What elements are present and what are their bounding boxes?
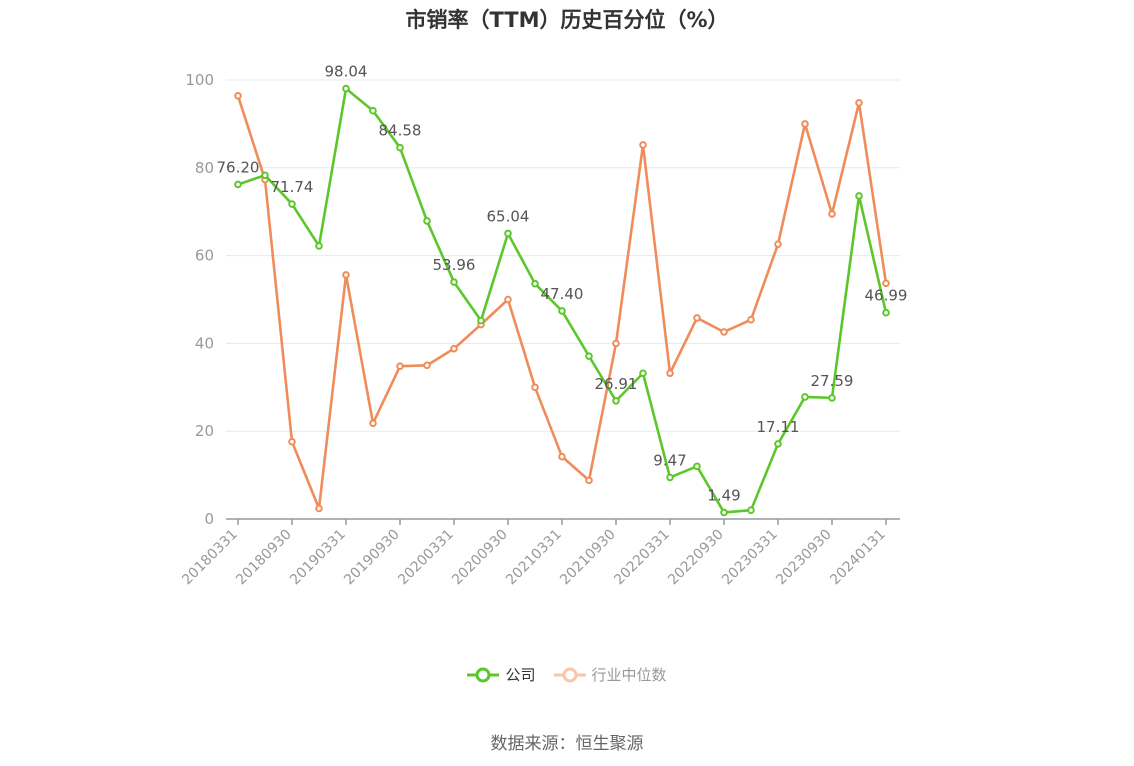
legend-item-company[interactable]: 公司 <box>467 664 536 685</box>
data-point <box>234 180 242 189</box>
data-label: 65.04 <box>487 207 530 225</box>
x-tick-label: 20200331 <box>395 527 457 589</box>
data-point <box>423 361 431 370</box>
legend-label-industry: 行业中位数 <box>591 666 667 684</box>
data-point <box>855 99 863 107</box>
data-point <box>720 328 728 336</box>
x-tick-label: 20190331 <box>287 527 349 589</box>
y-tick-label: 60 <box>195 247 214 265</box>
data-point <box>531 383 539 392</box>
data-point <box>504 295 512 304</box>
y-tick-label: 100 <box>185 71 214 89</box>
data-point <box>693 314 701 322</box>
data-point <box>666 473 674 482</box>
data-point <box>396 143 404 152</box>
data-point <box>855 192 863 200</box>
data-point <box>450 344 458 353</box>
x-tick-label: 20210930 <box>557 527 619 589</box>
data-point <box>342 84 350 93</box>
data-point <box>423 217 431 225</box>
data-point <box>747 506 755 515</box>
data-point <box>234 92 242 100</box>
data-point <box>504 229 512 238</box>
data-label: 84.58 <box>379 122 422 140</box>
data-label: 1.49 <box>707 486 740 504</box>
legend-label-company: 公司 <box>505 666 536 684</box>
data-point <box>342 271 350 279</box>
data-point <box>450 278 458 286</box>
legend-item-industry[interactable]: 行业中位数 <box>553 664 667 685</box>
data-point <box>666 369 674 378</box>
x-tick-label: 20230930 <box>773 527 835 589</box>
x-tick-label: 20220930 <box>665 527 727 589</box>
data-point <box>693 462 701 471</box>
x-tick-label: 20180930 <box>233 527 295 589</box>
x-tick-label: 20230331 <box>719 527 781 589</box>
x-tick-label: 20210331 <box>503 527 565 589</box>
x-tick-label: 20240131 <box>827 527 889 589</box>
y-tick-label: 40 <box>195 334 214 352</box>
data-point <box>585 352 593 360</box>
data-point <box>828 394 836 402</box>
data-point <box>531 279 539 288</box>
legend-line-icon <box>467 667 500 682</box>
data-point <box>315 504 323 513</box>
data-point <box>558 452 566 461</box>
legend-line-icon <box>553 667 586 682</box>
data-label: 17.11 <box>757 418 800 436</box>
data-point <box>261 171 269 180</box>
data-point <box>612 397 620 405</box>
data-point <box>612 339 620 348</box>
data-point <box>882 279 890 288</box>
data-point <box>369 106 377 115</box>
data-point <box>747 315 755 324</box>
data-point <box>369 419 377 428</box>
chart-legend: 公司 行业中位数 <box>0 664 1134 685</box>
data-label: 53.96 <box>433 256 476 274</box>
data-point <box>315 242 323 250</box>
data-point <box>774 240 782 248</box>
data-point <box>639 141 647 149</box>
data-point <box>558 307 566 315</box>
y-tick-label: 20 <box>195 422 214 440</box>
data-label: 98.04 <box>325 63 368 81</box>
data-point <box>288 200 296 208</box>
data-point <box>801 393 809 401</box>
y-tick-label: 80 <box>195 159 214 177</box>
data-label: 71.74 <box>271 178 314 196</box>
y-tick-label: 0 <box>204 510 214 528</box>
data-point <box>288 437 296 446</box>
data-point <box>585 476 593 485</box>
data-label: 9.47 <box>653 451 686 469</box>
source-note: 数据来源：恒生聚源 <box>490 734 644 754</box>
data-point <box>639 369 647 378</box>
data-point <box>477 316 485 325</box>
data-label: 46.99 <box>865 287 908 305</box>
data-point <box>774 440 782 448</box>
data-point <box>720 508 728 517</box>
data-label: 47.40 <box>541 285 584 303</box>
data-label: 76.20 <box>217 158 260 176</box>
data-label: 26.91 <box>595 375 638 393</box>
data-point <box>801 120 809 128</box>
x-tick-label: 20220331 <box>611 527 673 589</box>
data-point <box>882 308 890 317</box>
x-tick-label: 20190930 <box>341 527 403 589</box>
chart-title: 市销率（TTM）历史百分位（%） <box>405 8 729 32</box>
data-point <box>828 210 836 218</box>
x-tick-label: 20180331 <box>179 527 241 589</box>
data-point <box>396 362 404 371</box>
data-label: 27.59 <box>811 372 854 390</box>
x-tick-label: 20200930 <box>449 527 511 589</box>
